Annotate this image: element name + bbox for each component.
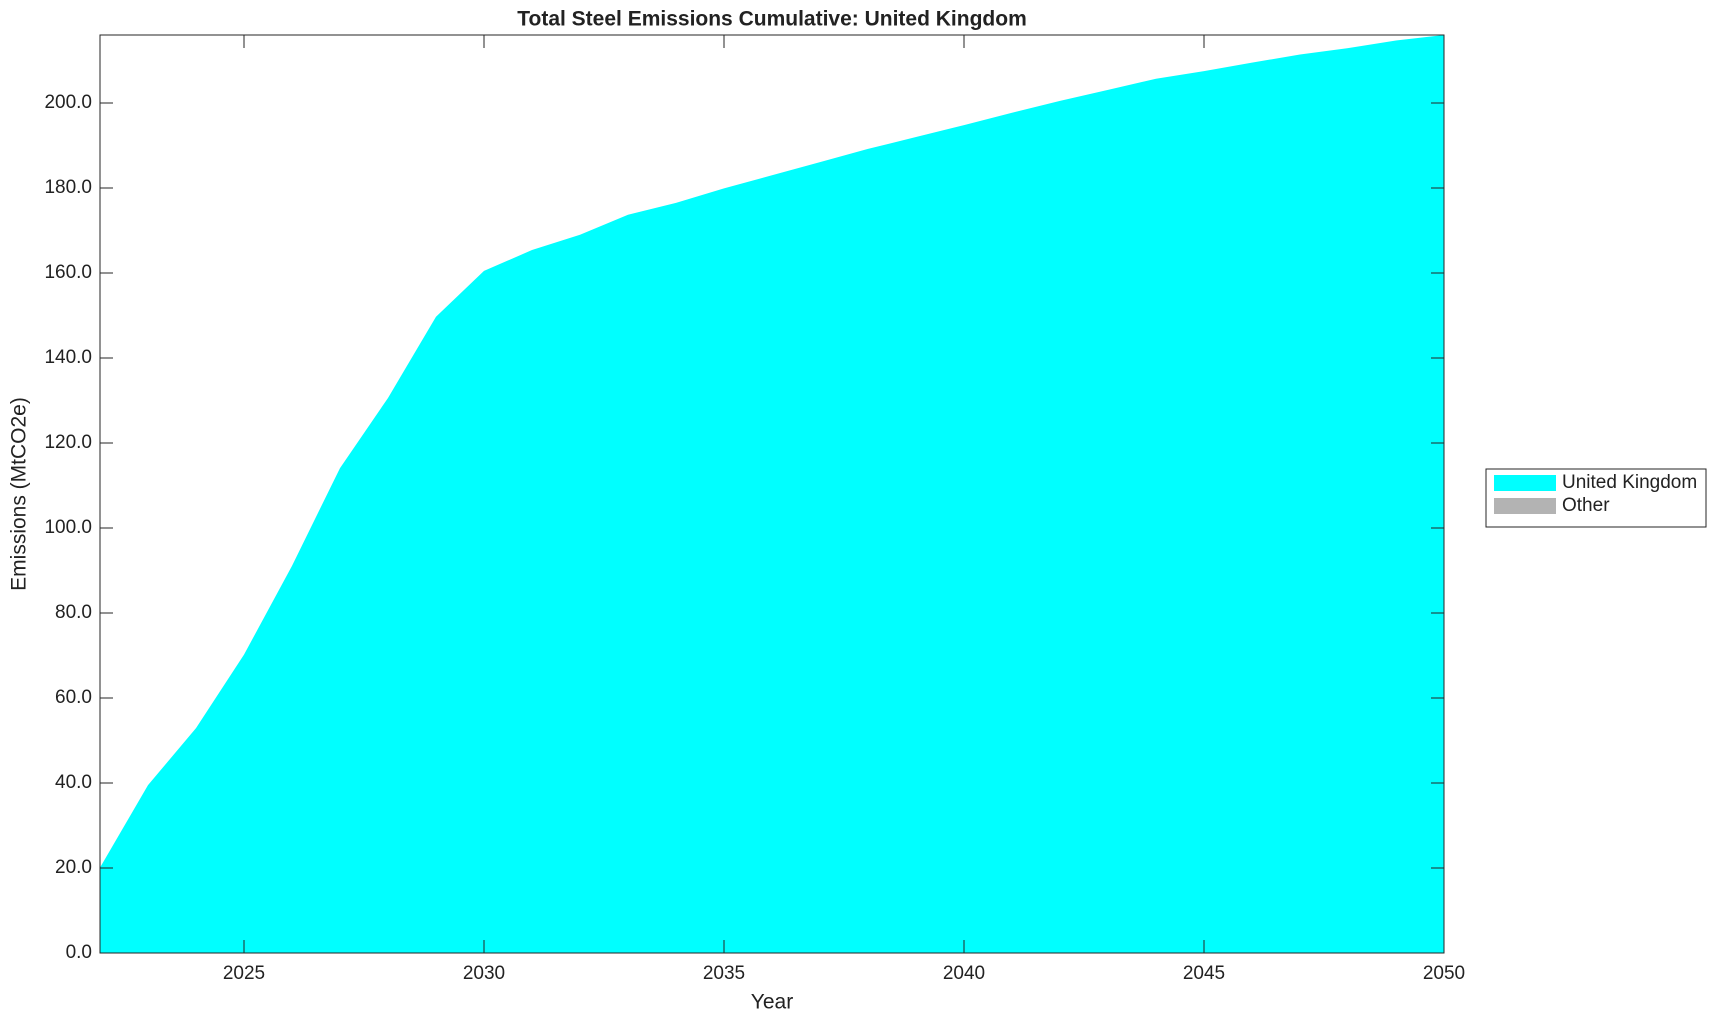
x-tick-label: 2040: [943, 963, 985, 984]
plot-frame: [99, 34, 1445, 954]
legend-swatch: [1494, 498, 1556, 514]
y-tick-label: 40.0: [55, 772, 92, 793]
y-axis-label: Emissions (MtCO2e): [8, 397, 31, 591]
y-tick-label: 180.0: [44, 177, 92, 198]
legend-swatch: [1494, 475, 1556, 491]
y-tick-label: 100.0: [44, 517, 92, 538]
y-tick-label: 120.0: [44, 432, 92, 453]
x-tick-label: 2045: [1183, 963, 1225, 984]
y-tick-label: 20.0: [55, 857, 92, 878]
y-tick-label: 160.0: [44, 262, 92, 283]
y-tick-label: 200.0: [44, 92, 92, 113]
x-tick-label: 2025: [223, 963, 265, 984]
x-axis-label: Year: [751, 991, 793, 1014]
x-tick-label: 2035: [703, 963, 745, 984]
y-tick-label: 60.0: [55, 687, 92, 708]
y-tick-label: 0.0: [66, 942, 92, 963]
chart-title: Total Steel Emissions Cumulative: United…: [517, 8, 1027, 31]
legend-label: United Kingdom: [1562, 472, 1697, 493]
y-tick-label: 140.0: [44, 347, 92, 368]
x-tick-label: 2050: [1423, 963, 1465, 984]
y-tick-label: 80.0: [55, 602, 92, 623]
legend-label: Other: [1562, 495, 1610, 516]
x-tick-label: 2030: [463, 963, 505, 984]
area: [100, 35, 1444, 953]
